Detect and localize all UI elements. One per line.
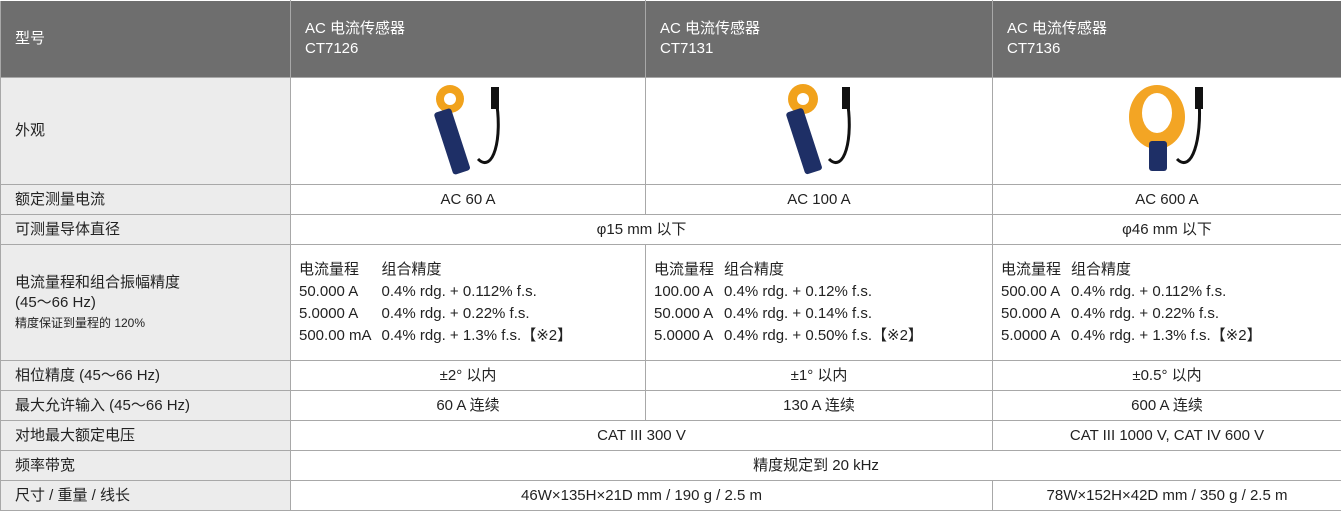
cell: ±2° 以内 — [290, 360, 646, 391]
sensor-image — [434, 85, 500, 175]
header-label: 型号 — [0, 0, 291, 78]
label-line: 电流量程和组合振幅精度 — [15, 273, 181, 291]
row-label: 最大允许输入 (45～66 Hz) — [0, 390, 291, 421]
row-label: 对地最大额定电压 — [0, 420, 291, 451]
cell: CAT III 1000 V, CAT IV 600 V — [992, 420, 1341, 451]
column-header: 电流量程 — [1001, 260, 1062, 278]
cell: 46W×135H×21D mm / 190 g / 2.5 m — [290, 480, 993, 511]
row: 电流量程和组合振幅精度 (45～66 Hz) 精度保证到量程的 120% 电流量… — [0, 244, 1341, 361]
column-header: 组合精度 — [1071, 260, 1132, 278]
accuracy: 0.4% rdg. + 1.3% f.s.【※2】 — [1071, 326, 1262, 344]
model-cell: AC 电流传感器 CT7131 — [645, 0, 993, 78]
column-header: 组合精度 — [381, 260, 442, 278]
header-row: 型号 AC 电流传感器 CT7126 AC 电流传感器 CT7131 AC 电流传感… — [0, 0, 1341, 78]
cell: AC 600 A — [992, 184, 1341, 215]
cell: φ15 mm 以下 — [290, 214, 993, 245]
accuracy: 0.4% rdg. + 0.14% f.s. — [724, 304, 873, 322]
row-label: 尺寸 / 重量 / 线长 — [0, 480, 291, 511]
label-note: 精度保证到量程的 120% — [15, 315, 146, 330]
sensor-image — [786, 84, 851, 175]
range: 50.000 A — [1001, 304, 1061, 322]
row-label: 频率带宽 — [0, 450, 291, 481]
model-name: AC 电流传感器 — [660, 20, 761, 37]
row: 频率带宽 精度规定到 20 kHz — [0, 450, 1341, 481]
row-label: 电流量程和组合振幅精度 (45～66 Hz) 精度保证到量程的 120% — [0, 244, 291, 361]
column-header: 组合精度 — [724, 260, 785, 278]
accuracy: 0.4% rdg. + 0.22% f.s. — [381, 304, 530, 322]
model-code: CT7136 — [1007, 40, 1061, 57]
accuracy-grid: 电流量程 组合精度 50.000 A 0.4% rdg. + 0.112% f.s. 5… — [299, 259, 641, 347]
column-header: 电流量程 — [299, 260, 360, 278]
range: 500.00 A — [1001, 282, 1061, 300]
accuracy-cell: 电流量程 组合精度 50.000 A 0.4% rdg. + 0.112% f.s. 5… — [290, 244, 646, 361]
cell: AC 100 A — [645, 184, 993, 215]
accuracy: 0.4% rdg. + 1.3% f.s.【※2】 — [381, 326, 573, 344]
cell: ±1° 以内 — [645, 360, 993, 391]
accuracy-grid: 电流量程 组合精度 500.00 A 0.4% rdg. + 0.112% f.s. 5… — [1001, 259, 1337, 347]
range: 5.0000 A — [654, 326, 714, 344]
image-row: 外观 — [0, 77, 1341, 185]
cell: 60 A 连续 — [290, 390, 646, 421]
range: 100.00 A — [654, 282, 714, 300]
cell: φ46 mm 以下 — [992, 214, 1341, 245]
accuracy: 0.4% rdg. + 0.112% f.s. — [381, 282, 537, 300]
image-cell — [992, 77, 1341, 185]
cell: 78W×152H×42D mm / 350 g / 2.5 m — [992, 480, 1341, 511]
sensor-image — [1129, 85, 1203, 171]
row-label: 额定测量电流 — [0, 184, 291, 215]
accuracy-cell: 电流量程 组合精度 500.00 A 0.4% rdg. + 0.112% f.s. 5… — [992, 244, 1341, 361]
range: 500.00 mA — [299, 326, 372, 344]
cell: 600 A 连续 — [992, 390, 1341, 421]
row: 尺寸 / 重量 / 线长 46W×135H×21D mm / 190 g / 2… — [0, 480, 1341, 511]
image-cell — [645, 77, 993, 185]
accuracy: 0.4% rdg. + 0.112% f.s. — [1071, 282, 1227, 300]
accuracy-grid: 电流量程 组合精度 100.00 A 0.4% rdg. + 0.12% f.s. 50… — [654, 259, 988, 347]
row-label: 可测量导体直径 — [0, 214, 291, 245]
image-cell — [290, 77, 646, 185]
model-name: AC 电流传感器 — [305, 20, 406, 37]
range: 5.0000 A — [299, 304, 359, 322]
column-header: 电流量程 — [654, 260, 715, 278]
row: 相位精度 (45～66 Hz) ±2° 以内 ±1° 以内 ±0.5° 以内 — [0, 360, 1341, 391]
model-code: CT7126 — [305, 40, 359, 57]
accuracy: 0.4% rdg. + 0.50% f.s.【※2】 — [724, 326, 923, 344]
label-line: (45～66 Hz) — [15, 293, 96, 311]
model-name: AC 电流传感器 — [1007, 20, 1108, 37]
row: 额定测量电流 AC 60 A AC 100 A AC 600 A — [0, 184, 1341, 215]
model-cell: AC 电流传感器 CT7136 — [992, 0, 1341, 78]
row: 最大允许输入 (45～66 Hz) 60 A 连续 130 A 连续 600 A… — [0, 390, 1341, 421]
model-cell: AC 电流传感器 CT7126 — [290, 0, 646, 78]
cell: 精度规定到 20 kHz — [290, 450, 1341, 481]
row: 可测量导体直径 φ15 mm 以下 φ46 mm 以下 — [0, 214, 1341, 245]
range: 5.0000 A — [1001, 326, 1061, 344]
accuracy: 0.4% rdg. + 0.12% f.s. — [724, 282, 873, 300]
accuracy: 0.4% rdg. + 0.22% f.s. — [1071, 304, 1220, 322]
row: 对地最大额定电压 CAT III 300 V CAT III 1000 V, C… — [0, 420, 1341, 451]
cell: CAT III 300 V — [290, 420, 993, 451]
model-code: CT7131 — [660, 40, 714, 57]
cell: ±0.5° 以内 — [992, 360, 1341, 391]
cell: AC 60 A — [290, 184, 646, 215]
range: 50.000 A — [654, 304, 714, 322]
cell: 130 A 连续 — [645, 390, 993, 421]
row-label: 相位精度 (45～66 Hz) — [0, 360, 291, 391]
range: 50.000 A — [299, 282, 359, 300]
row-label: 外观 — [0, 77, 291, 185]
accuracy-cell: 电流量程 组合精度 100.00 A 0.4% rdg. + 0.12% f.s. 50… — [645, 244, 993, 361]
